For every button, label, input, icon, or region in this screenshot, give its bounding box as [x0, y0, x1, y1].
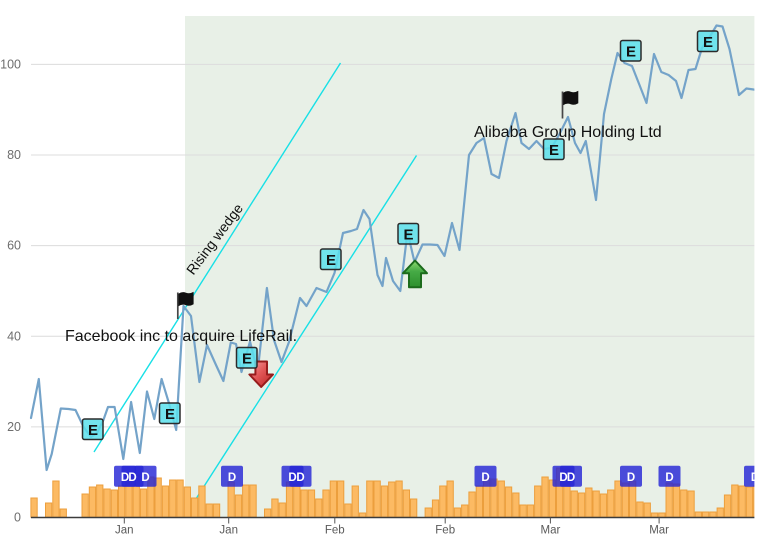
svg-text:Feb: Feb: [435, 525, 455, 537]
svg-text:0: 0: [14, 511, 21, 525]
svg-text:E: E: [703, 34, 713, 51]
svg-text:E: E: [326, 252, 336, 269]
svg-text:D: D: [296, 472, 304, 484]
svg-text:D: D: [665, 472, 673, 484]
svg-text:D: D: [288, 472, 296, 484]
svg-text:D: D: [121, 472, 129, 484]
svg-text:Jan: Jan: [219, 525, 238, 537]
svg-text:E: E: [403, 227, 413, 244]
svg-text:D: D: [228, 472, 236, 484]
svg-text:D: D: [128, 472, 136, 484]
svg-text:D: D: [567, 472, 575, 484]
svg-text:100: 100: [0, 57, 21, 71]
svg-text:Mar: Mar: [540, 525, 560, 537]
svg-text:Jan: Jan: [115, 525, 134, 537]
svg-text:Alibaba Group Holding Ltd: Alibaba Group Holding Ltd: [474, 124, 662, 141]
svg-text:D: D: [141, 472, 149, 484]
svg-text:D: D: [559, 472, 567, 484]
svg-text:80: 80: [7, 148, 21, 162]
svg-text:E: E: [242, 351, 252, 368]
svg-text:60: 60: [7, 239, 21, 253]
svg-text:E: E: [88, 422, 98, 439]
svg-text:Facebook inc to acquire LifeRa: Facebook inc to acquire LifeRail.: [65, 328, 297, 345]
svg-text:D: D: [481, 472, 489, 484]
svg-text:E: E: [549, 142, 559, 159]
svg-text:E: E: [165, 406, 175, 423]
svg-text:40: 40: [7, 329, 21, 343]
svg-text:D: D: [627, 472, 635, 484]
svg-text:Mar: Mar: [649, 525, 669, 537]
svg-text:20: 20: [7, 420, 21, 434]
svg-text:E: E: [626, 44, 636, 61]
svg-text:Feb: Feb: [325, 525, 345, 537]
